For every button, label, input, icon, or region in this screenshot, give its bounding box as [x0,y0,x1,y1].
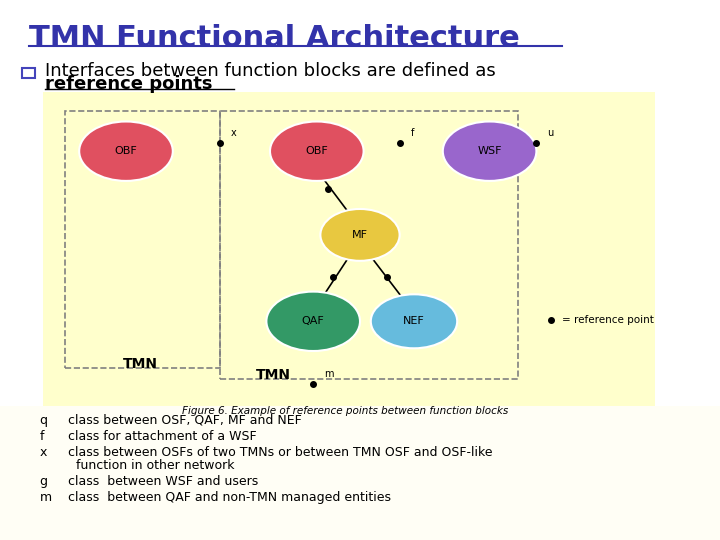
FancyBboxPatch shape [43,92,655,406]
Text: TMN Functional Architecture: TMN Functional Architecture [29,24,520,53]
Text: class  between QAF and non-TMN managed entities: class between QAF and non-TMN managed en… [68,491,392,504]
Text: NEF: NEF [403,316,425,326]
Text: f: f [40,430,44,443]
Text: OBF: OBF [114,146,138,156]
Text: f: f [410,127,414,138]
Text: OBF: OBF [305,146,328,156]
Text: x: x [230,127,236,138]
Text: q: q [40,414,48,427]
FancyBboxPatch shape [0,406,720,540]
Text: class between OSF, QAF, MF and NEF: class between OSF, QAF, MF and NEF [68,414,302,427]
Text: reference points: reference points [45,75,213,93]
Text: = reference point: = reference point [562,315,654,325]
Text: u: u [547,127,554,138]
Text: class between OSFs of two TMNs or between TMN OSF and OSF-like: class between OSFs of two TMNs or betwee… [68,446,493,459]
Text: g: g [40,475,48,488]
Text: function in other network: function in other network [68,459,235,472]
Text: Figure 6. Example of reference points between function blocks: Figure 6. Example of reference points be… [182,406,509,416]
Text: QAF: QAF [302,316,325,326]
Ellipse shape [270,122,364,181]
Text: TMN: TMN [256,368,291,382]
Text: m: m [40,491,52,504]
Ellipse shape [443,122,536,181]
Text: WSF: WSF [477,146,502,156]
Ellipse shape [266,292,360,351]
Ellipse shape [320,209,400,261]
Text: x: x [40,446,47,459]
Text: Interfaces between function blocks are defined as: Interfaces between function blocks are d… [45,62,496,80]
Ellipse shape [371,294,457,348]
Text: TMN: TMN [123,357,158,372]
Text: m: m [324,369,333,379]
Text: MF: MF [352,230,368,240]
Ellipse shape [79,122,173,181]
Text: class  between WSF and users: class between WSF and users [68,475,258,488]
Text: class for attachment of a WSF: class for attachment of a WSF [68,430,257,443]
FancyBboxPatch shape [22,68,35,78]
